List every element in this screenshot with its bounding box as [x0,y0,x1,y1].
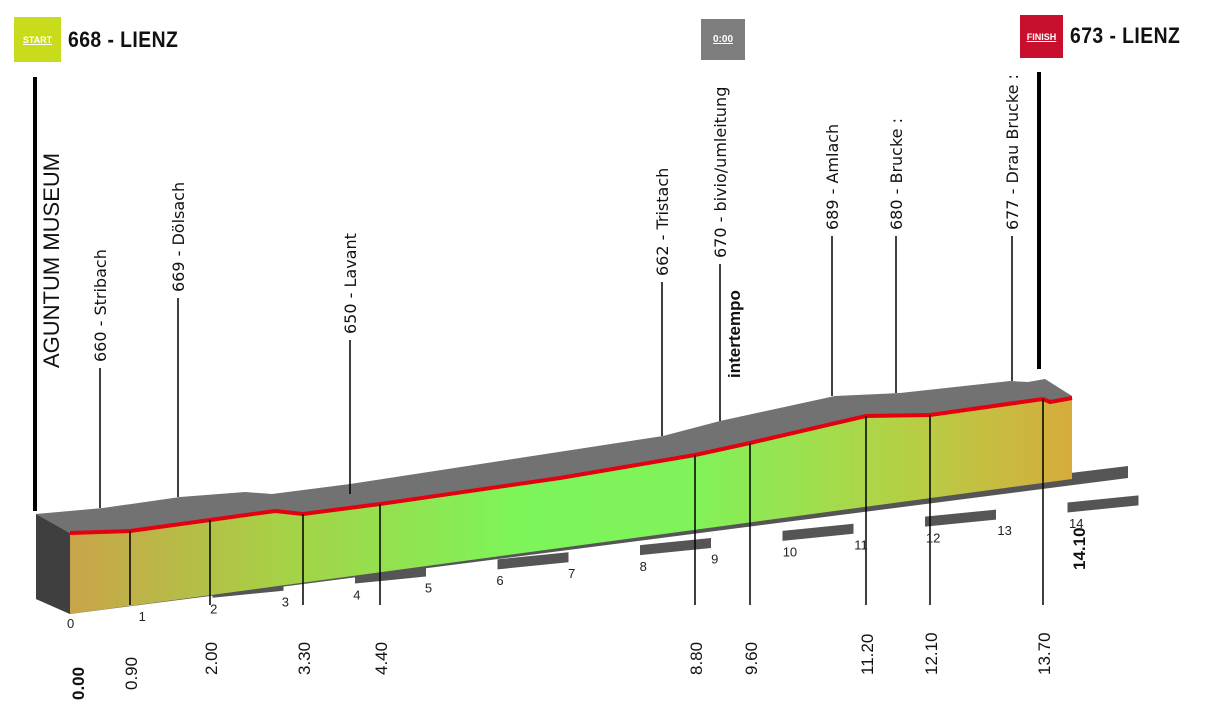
intertempo-label: intertempo [725,290,744,378]
waypoint-km-label: 8.80 [687,642,706,675]
profile-end-face [36,514,70,614]
waypoint-name-label: 662 - Tristach [653,168,672,276]
start-location-label: AGUNTUM MUSEUM [39,153,64,368]
distance-tick-label: 3 [282,595,289,610]
distance-tick-label: 2 [210,602,217,617]
distance-tick-label: 9 [711,552,718,567]
distance-tick-label: 14 [1069,516,1083,531]
distance-tick-label: 7 [568,566,575,581]
start-badge-label: START [22,34,53,45]
waypoint-km-label: 2.00 [202,642,221,675]
start-location-title: 668 - LIENZ [68,27,179,52]
distance-tick-label: 13 [997,523,1011,538]
distance-tick-label: 8 [640,559,647,574]
waypoint-km-label: 11.20 [858,634,877,675]
waypoint-name-label: 689 - Amlach [823,124,842,230]
waypoint-name-label: 670 - bivio/umleitung [711,87,730,258]
waypoint-km-label: 12.10 [922,632,941,675]
road-stripe [782,523,854,541]
distance-tick-label: 12 [926,530,940,545]
profile-body [70,398,1072,614]
waypoint-km-label: 0.90 [122,657,141,690]
distance-tick-label: 1 [139,609,146,624]
distance-axis: 0 1 2 3 4 5 6 7 8 9 10 11 12 13 14 [67,516,1083,631]
finish-km-label: 14.10 [1070,527,1089,570]
finish-badge-label: FINISH [1026,31,1057,42]
waypoint-name-label: 680 - Brucke : [887,118,906,230]
road-stripe [1067,495,1139,513]
road-stripe [497,552,569,570]
road-stripe [355,566,426,584]
distance-tick-label: 0 [67,616,74,631]
profile-top-surface [36,379,1072,533]
waypoint-name-label: 677 - Drau Brucke : [1003,74,1022,230]
distance-tick-label: 10 [783,545,797,560]
distance-tick-label: 5 [425,580,432,595]
finish-badge: FINISH [1020,15,1063,58]
timer-badge-label: 0:00 [712,34,733,45]
start-badge: START [14,17,61,62]
start-pole [33,77,37,511]
finish-location-title: 673 - LIENZ [1070,23,1181,48]
waypoint-km-label: 3.30 [295,642,314,675]
waypoint-km-label: 4.40 [372,642,391,675]
waypoint-km-label: 13.70 [1035,632,1054,675]
waypoint-name-label: 650 - Lavant [341,233,360,334]
finish-pole [1037,72,1041,369]
timer-badge: 0:00 [701,19,745,60]
waypoints: 0.90 660 - Stribach 2.00 669 - Dölsach 3.30 4… [91,74,1054,690]
road-stripe [925,509,996,527]
waypoint-name-label: 669 - Dölsach [169,182,188,292]
road-line [69,396,1073,535]
distance-tick-label: 6 [496,573,503,588]
distance-tick-label: 4 [353,587,360,602]
waypoint-km-label: 9.60 [742,642,761,675]
waypoint-name-label: 660 - Stribach [91,249,110,362]
distance-tick-label: 11 [854,537,868,552]
road-stripe [640,538,711,556]
start-km-label: 0.00 [69,667,88,700]
